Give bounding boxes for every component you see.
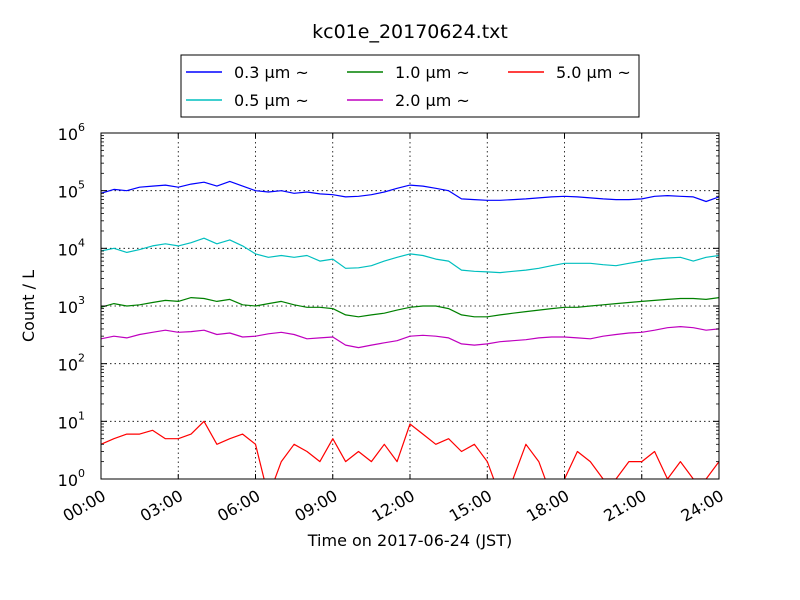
y-tick-label: 103 <box>58 294 85 317</box>
y-tick-base: 10 <box>58 298 78 317</box>
x-tick-label: 15:00 <box>446 486 495 526</box>
y-tick-exponent: 2 <box>78 352 85 365</box>
y-tick-label: 102 <box>58 352 85 375</box>
legend-label-3: 2.0 μm ~ <box>395 91 470 110</box>
y-tick-label: 100 <box>58 467 85 490</box>
series-line-3 <box>101 326 719 349</box>
y-tick-base: 10 <box>58 356 78 375</box>
axis-ticks <box>100 132 720 480</box>
legend-label-2: 1.0 μm ~ <box>395 63 470 82</box>
y-tick-label: 105 <box>58 179 85 202</box>
x-tick-label: 00:00 <box>60 486 109 526</box>
y-axis-label: Count / L <box>19 270 38 342</box>
chart-title: kc01e_20170624.txt <box>312 21 508 43</box>
y-tick-label: 104 <box>58 236 85 259</box>
y-tick-base: 10 <box>58 183 78 202</box>
x-tick-label: 12:00 <box>369 486 418 526</box>
legend-label-1: 0.5 μm ~ <box>234 91 309 110</box>
legend-box <box>180 54 640 118</box>
series-line-0 <box>101 180 719 203</box>
y-tick-base: 10 <box>58 413 78 432</box>
y-tick-base: 10 <box>58 240 78 259</box>
y-tick-exponent: 0 <box>78 467 85 480</box>
gridlines <box>101 133 719 479</box>
series-line-1 <box>101 237 719 274</box>
x-tick-labels: 00:00 03:00 06:00 09:00 12:00 15:00 18:00 21:00… <box>60 486 727 526</box>
y-tick-exponent: 5 <box>78 179 85 192</box>
y-tick-exponent: 6 <box>78 121 85 134</box>
x-axis-label: Time on 2017-06-24 (JST) <box>307 531 512 550</box>
y-tick-label: 106 <box>58 121 85 144</box>
x-tick-label: 03:00 <box>137 486 186 526</box>
legend: 0.3 μm ~ 0.5 μm ~ 1.0 μm ~ 2.0 μm ~ 5.0 μm ~ <box>180 54 640 118</box>
legend-label-0: 0.3 μm ~ <box>234 63 309 82</box>
x-tick-label: 24:00 <box>678 486 727 526</box>
y-tick-exponent: 3 <box>78 294 85 307</box>
y-tick-label: 101 <box>58 409 85 432</box>
x-tick-label: 18:00 <box>523 486 572 526</box>
x-tick-label: 09:00 <box>291 486 340 526</box>
series-layer <box>101 180 719 479</box>
x-tick-label: 06:00 <box>214 486 263 526</box>
y-tick-exponent: 1 <box>78 409 85 422</box>
y-tick-exponent: 4 <box>78 236 85 249</box>
x-tick-label: 21:00 <box>600 486 649 526</box>
series-line-4 <box>101 420 719 479</box>
y-tick-base: 10 <box>58 125 78 144</box>
legend-label-4: 5.0 μm ~ <box>556 63 631 82</box>
series-line-2 <box>101 297 719 318</box>
y-tick-base: 10 <box>58 471 78 490</box>
